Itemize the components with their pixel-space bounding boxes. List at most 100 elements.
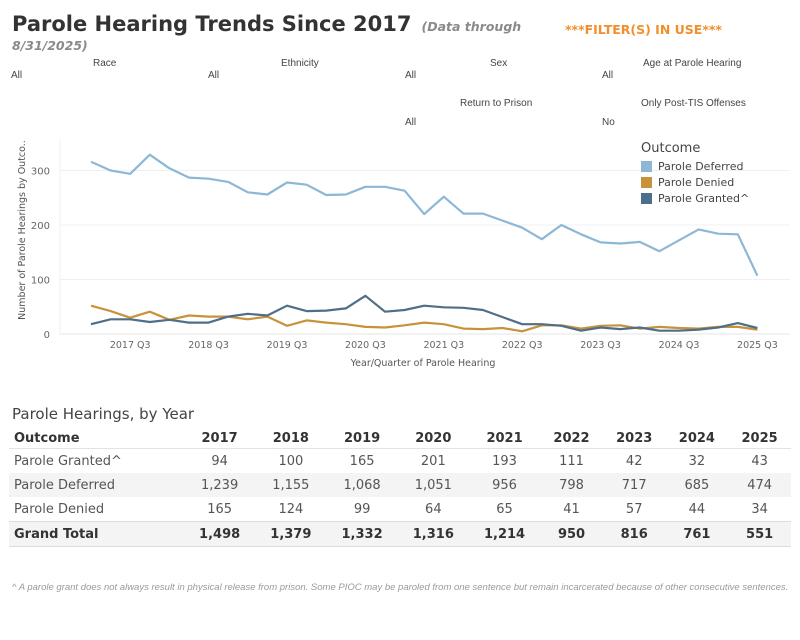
data-point-granted[interactable] [694, 325, 704, 335]
data-point-deferred[interactable] [596, 237, 606, 247]
data-point-granted[interactable] [400, 305, 410, 315]
data-point-deferred[interactable] [302, 180, 312, 190]
data-point-deferred[interactable] [635, 237, 645, 247]
filter-race[interactable]: Race All [0, 58, 200, 86]
data-point-deferred[interactable] [419, 209, 429, 219]
filter-ethnicity-value[interactable]: All [208, 70, 220, 81]
data-point-granted[interactable] [125, 314, 135, 324]
data-point-granted[interactable] [654, 326, 664, 336]
data-point-granted[interactable] [360, 291, 370, 301]
data-point-granted[interactable] [145, 317, 155, 327]
data-point-deferred[interactable] [145, 150, 155, 160]
data-point-denied[interactable] [282, 321, 292, 331]
data-point-granted[interactable] [321, 306, 331, 316]
data-point-granted[interactable] [556, 321, 566, 331]
data-point-granted[interactable] [439, 302, 449, 312]
data-point-granted[interactable] [615, 324, 625, 334]
series-line-granted[interactable] [90, 294, 758, 332]
data-point-deferred[interactable] [106, 166, 116, 176]
data-point-granted[interactable] [498, 312, 508, 322]
data-point-granted[interactable] [204, 318, 214, 328]
data-point-granted[interactable] [419, 301, 429, 311]
legend-item-denied[interactable]: Parole Denied [641, 174, 749, 190]
filter-age[interactable]: Age at Parole Hearing All [591, 58, 791, 86]
filter-post-tis[interactable]: Only Post-TIS Offenses No [591, 98, 791, 130]
data-point-denied[interactable] [321, 318, 331, 328]
data-point-denied[interactable] [439, 319, 449, 329]
data-point-denied[interactable] [86, 301, 96, 311]
data-point-denied[interactable] [419, 318, 429, 328]
data-point-deferred[interactable] [243, 187, 253, 197]
data-point-deferred[interactable] [674, 235, 684, 245]
data-point-deferred[interactable] [439, 192, 449, 202]
filter-return-to-prison[interactable]: Return to Prison All [394, 98, 594, 130]
data-point-granted[interactable] [674, 326, 684, 336]
data-point-granted[interactable] [713, 322, 723, 332]
data-point-granted[interactable] [106, 314, 116, 324]
data-point-granted[interactable] [635, 322, 645, 332]
data-point-deferred[interactable] [615, 239, 625, 249]
data-point-deferred[interactable] [694, 224, 704, 234]
data-point-denied[interactable] [302, 315, 312, 325]
data-point-granted[interactable] [184, 318, 194, 328]
data-point-deferred[interactable] [556, 220, 566, 230]
data-point-granted[interactable] [478, 305, 488, 315]
data-point-deferred[interactable] [752, 271, 762, 281]
data-point-granted[interactable] [380, 307, 390, 317]
filter-return-to-prison-value[interactable]: All [405, 117, 417, 128]
data-point-granted[interactable] [86, 319, 96, 329]
series-line-deferred[interactable] [90, 153, 759, 277]
data-point-deferred[interactable] [537, 234, 547, 244]
data-point-granted[interactable] [576, 326, 586, 336]
data-point-granted[interactable] [733, 318, 743, 328]
data-point-granted[interactable] [302, 306, 312, 316]
data-point-granted[interactable] [596, 322, 606, 332]
data-point-deferred[interactable] [517, 223, 527, 233]
data-point-deferred[interactable] [341, 189, 351, 199]
legend-item-deferred[interactable]: Parole Deferred [641, 158, 749, 174]
data-point-deferred[interactable] [184, 173, 194, 183]
data-point-denied[interactable] [145, 307, 155, 317]
data-point-granted[interactable] [223, 312, 233, 322]
data-point-granted[interactable] [282, 301, 292, 311]
data-point-denied[interactable] [498, 323, 508, 333]
data-point-deferred[interactable] [458, 209, 468, 219]
data-point-deferred[interactable] [400, 186, 410, 196]
data-point-deferred[interactable] [204, 174, 214, 184]
data-point-denied[interactable] [458, 324, 468, 334]
data-point-deferred[interactable] [125, 169, 135, 179]
data-point-granted[interactable] [458, 303, 468, 313]
filter-race-value[interactable]: All [11, 70, 23, 81]
data-point-deferred[interactable] [478, 209, 488, 219]
filter-ethnicity[interactable]: Ethnicity All [197, 58, 397, 86]
data-point-granted[interactable] [164, 315, 174, 325]
data-point-deferred[interactable] [380, 182, 390, 192]
data-point-denied[interactable] [400, 320, 410, 330]
filter-sex[interactable]: Sex All [394, 58, 594, 86]
data-point-denied[interactable] [360, 322, 370, 332]
data-point-granted[interactable] [262, 310, 272, 320]
data-point-denied[interactable] [380, 322, 390, 332]
filter-age-value[interactable]: All [602, 70, 614, 81]
data-point-deferred[interactable] [223, 177, 233, 187]
data-point-granted[interactable] [243, 309, 253, 319]
data-point-deferred[interactable] [498, 216, 508, 226]
data-point-deferred[interactable] [654, 246, 664, 256]
data-point-deferred[interactable] [713, 229, 723, 239]
data-point-deferred[interactable] [282, 177, 292, 187]
filter-post-tis-value[interactable]: No [602, 117, 615, 128]
data-point-deferred[interactable] [360, 182, 370, 192]
filter-sex-value[interactable]: All [405, 70, 417, 81]
data-point-deferred[interactable] [733, 229, 743, 239]
data-point-granted[interactable] [537, 319, 547, 329]
data-point-deferred[interactable] [164, 163, 174, 173]
data-point-granted[interactable] [752, 323, 762, 333]
data-point-deferred[interactable] [576, 229, 586, 239]
data-point-deferred[interactable] [86, 157, 96, 167]
data-point-granted[interactable] [341, 303, 351, 313]
data-point-deferred[interactable] [262, 189, 272, 199]
data-point-denied[interactable] [478, 324, 488, 334]
data-point-granted[interactable] [517, 319, 527, 329]
legend-item-granted[interactable]: Parole Granted^ [641, 190, 749, 206]
data-point-deferred[interactable] [321, 190, 331, 200]
